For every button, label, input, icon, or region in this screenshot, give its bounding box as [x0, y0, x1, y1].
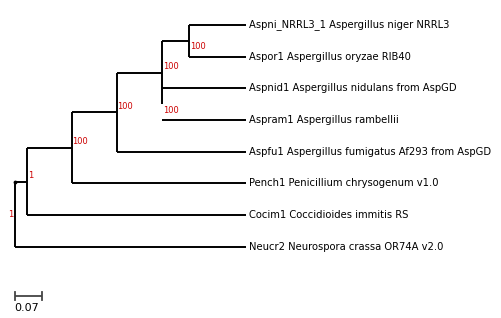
- Text: 0.07: 0.07: [15, 303, 39, 313]
- Text: Aspnid1 Aspergillus nidulans from AspGD: Aspnid1 Aspergillus nidulans from AspGD: [249, 83, 456, 93]
- Text: 100: 100: [72, 137, 88, 146]
- Text: 100: 100: [162, 106, 178, 115]
- Text: 1: 1: [28, 171, 33, 180]
- Text: Aspor1 Aspergillus oryzae RIB40: Aspor1 Aspergillus oryzae RIB40: [249, 52, 410, 62]
- Text: Aspni_NRRL3_1 Aspergillus niger NRRL3: Aspni_NRRL3_1 Aspergillus niger NRRL3: [249, 19, 449, 31]
- Text: 100: 100: [117, 101, 133, 111]
- Text: Cocim1 Coccidioides immitis RS: Cocim1 Coccidioides immitis RS: [249, 210, 408, 220]
- Text: Aspfu1 Aspergillus fumigatus Af293 from AspGD: Aspfu1 Aspergillus fumigatus Af293 from …: [249, 147, 490, 157]
- Text: 100: 100: [162, 62, 178, 71]
- Text: Aspram1 Aspergillus rambellii: Aspram1 Aspergillus rambellii: [249, 115, 398, 125]
- Text: 100: 100: [190, 42, 205, 52]
- Text: Neucr2 Neurospora crassa OR74A v2.0: Neucr2 Neurospora crassa OR74A v2.0: [249, 242, 443, 252]
- Text: 1: 1: [9, 210, 14, 219]
- Text: Pench1 Penicillium chrysogenum v1.0: Pench1 Penicillium chrysogenum v1.0: [249, 178, 438, 189]
